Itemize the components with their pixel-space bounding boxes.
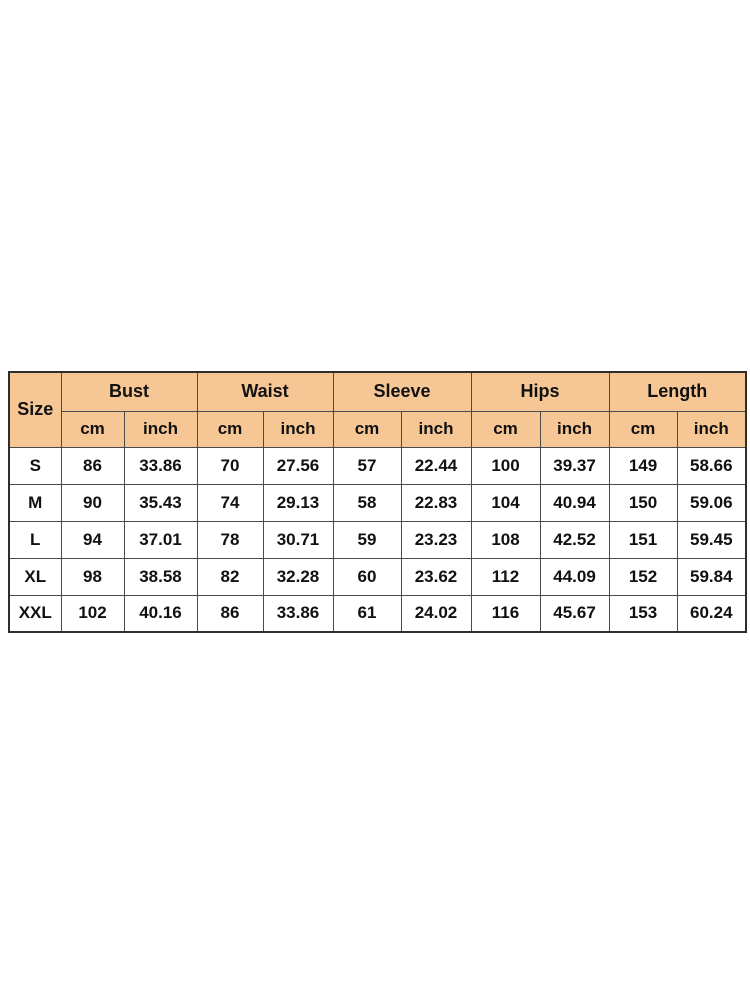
value-cell: 74	[196, 483, 264, 522]
size-chart-body: S 86 33.86 70 27.56 57 22.44 100 39.37 1…	[8, 446, 747, 633]
header-group-waist: Waist	[196, 371, 334, 412]
value-cell: 90	[60, 483, 125, 522]
value-cell: 40.94	[539, 483, 610, 522]
value-cell: 60.24	[676, 594, 747, 633]
unit-hips-inch: inch	[539, 410, 610, 448]
value-cell: 59.06	[676, 483, 747, 522]
unit-waist-inch: inch	[262, 410, 334, 448]
value-cell: 149	[608, 446, 678, 485]
header-group-length: Length	[608, 371, 747, 412]
value-cell: 22.83	[400, 483, 472, 522]
value-cell: 78	[196, 520, 264, 559]
table-row-xxl: XXL 102 40.16 86 33.86 61 24.02 116 45.6…	[8, 594, 747, 633]
value-cell: 112	[470, 557, 541, 596]
value-cell: 27.56	[262, 446, 334, 485]
value-cell: 22.44	[400, 446, 472, 485]
value-cell: 39.37	[539, 446, 610, 485]
value-cell: 102	[60, 594, 125, 633]
value-cell: 70	[196, 446, 264, 485]
value-cell: 59.84	[676, 557, 747, 596]
value-cell: 152	[608, 557, 678, 596]
value-cell: 24.02	[400, 594, 472, 633]
size-label: S	[8, 446, 62, 485]
value-cell: 151	[608, 520, 678, 559]
value-cell: 59	[332, 520, 402, 559]
value-cell: 32.28	[262, 557, 334, 596]
value-cell: 58.66	[676, 446, 747, 485]
value-cell: 116	[470, 594, 541, 633]
size-chart-header: Size Bust Waist Sleeve Hips Length cm in…	[8, 371, 747, 448]
unit-sleeve-cm: cm	[332, 410, 402, 448]
header-group-sleeve: Sleeve	[332, 371, 472, 412]
size-label: M	[8, 483, 62, 522]
value-cell: 153	[608, 594, 678, 633]
size-label: XXL	[8, 594, 62, 633]
unit-waist-cm: cm	[196, 410, 264, 448]
value-cell: 40.16	[123, 594, 198, 633]
unit-bust-cm: cm	[60, 410, 125, 448]
value-cell: 82	[196, 557, 264, 596]
value-cell: 23.62	[400, 557, 472, 596]
value-cell: 35.43	[123, 483, 198, 522]
value-cell: 61	[332, 594, 402, 633]
value-cell: 33.86	[123, 446, 198, 485]
value-cell: 38.58	[123, 557, 198, 596]
table-row-xl: XL 98 38.58 82 32.28 60 23.62 112 44.09 …	[8, 557, 747, 596]
value-cell: 45.67	[539, 594, 610, 633]
value-cell: 29.13	[262, 483, 334, 522]
unit-bust-inch: inch	[123, 410, 198, 448]
value-cell: 37.01	[123, 520, 198, 559]
value-cell: 60	[332, 557, 402, 596]
unit-length-inch: inch	[676, 410, 747, 448]
value-cell: 94	[60, 520, 125, 559]
value-cell: 100	[470, 446, 541, 485]
size-chart-table: Size Bust Waist Sleeve Hips Length cm in…	[8, 371, 748, 633]
header-size-label: Size	[8, 371, 62, 448]
unit-length-cm: cm	[608, 410, 678, 448]
value-cell: 108	[470, 520, 541, 559]
unit-sleeve-inch: inch	[400, 410, 472, 448]
table-row-m: M 90 35.43 74 29.13 58 22.83 104 40.94 1…	[8, 483, 747, 522]
value-cell: 57	[332, 446, 402, 485]
value-cell: 150	[608, 483, 678, 522]
value-cell: 98	[60, 557, 125, 596]
value-cell: 30.71	[262, 520, 334, 559]
header-group-hips: Hips	[470, 371, 610, 412]
value-cell: 23.23	[400, 520, 472, 559]
value-cell: 44.09	[539, 557, 610, 596]
value-cell: 42.52	[539, 520, 610, 559]
table-row-s: S 86 33.86 70 27.56 57 22.44 100 39.37 1…	[8, 446, 747, 485]
size-label: L	[8, 520, 62, 559]
header-group-bust: Bust	[60, 371, 198, 412]
value-cell: 104	[470, 483, 541, 522]
value-cell: 86	[196, 594, 264, 633]
value-cell: 59.45	[676, 520, 747, 559]
header-group-row: Size Bust Waist Sleeve Hips Length	[8, 371, 747, 448]
table-row-l: L 94 37.01 78 30.71 59 23.23 108 42.52 1…	[8, 520, 747, 559]
unit-hips-cm: cm	[470, 410, 541, 448]
value-cell: 58	[332, 483, 402, 522]
size-label: XL	[8, 557, 62, 596]
value-cell: 33.86	[262, 594, 334, 633]
header-unit-row: cm inch cm inch cm inch cm inch cm inch	[9, 410, 747, 448]
value-cell: 86	[60, 446, 125, 485]
